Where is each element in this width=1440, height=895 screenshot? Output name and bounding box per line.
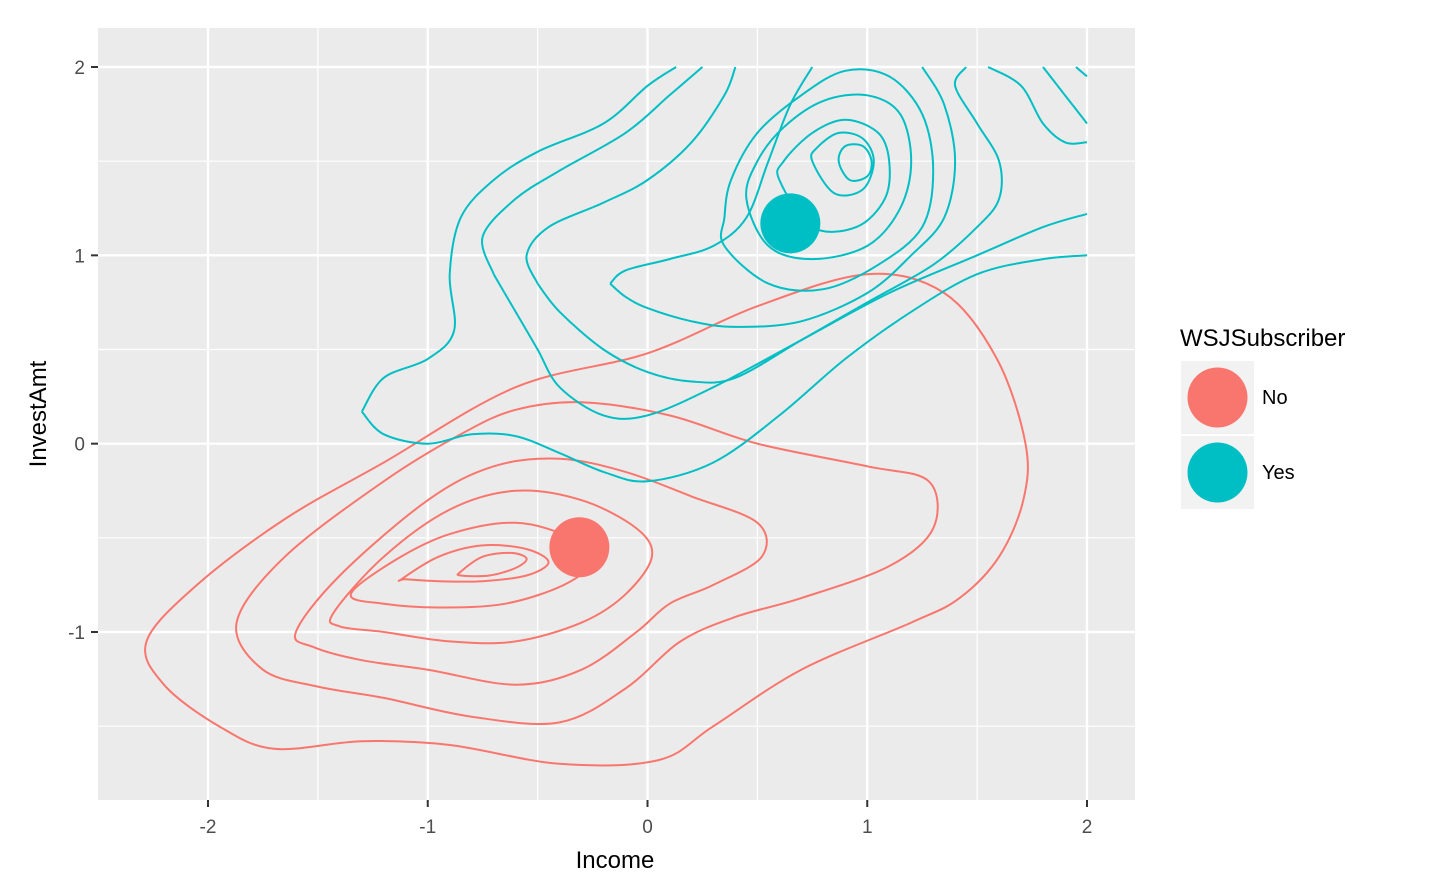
contour-line bbox=[837, 143, 873, 182]
contour-line bbox=[609, 66, 814, 285]
contour-layer bbox=[144, 66, 1088, 767]
x-tick-label: 2 bbox=[1082, 817, 1093, 838]
contour-line bbox=[719, 68, 935, 292]
contour-line bbox=[481, 66, 704, 275]
plot-panel bbox=[98, 28, 1135, 800]
legend-label: No bbox=[1262, 387, 1288, 409]
contour-line bbox=[1042, 66, 1088, 125]
y-tick-label: 1 bbox=[74, 246, 85, 267]
y-tick-label: 0 bbox=[74, 435, 85, 456]
x-axis-label: Income bbox=[576, 847, 655, 874]
legend-swatch bbox=[1187, 367, 1248, 428]
contour-line bbox=[360, 66, 677, 413]
contour-line bbox=[235, 401, 939, 726]
contour-line bbox=[776, 118, 891, 233]
center-points bbox=[549, 193, 821, 578]
contour-line bbox=[987, 66, 1088, 145]
y-axis: -1 0 1 2 bbox=[68, 58, 98, 644]
legend-item-yes: Yes bbox=[1181, 436, 1295, 509]
y-tick-label: 2 bbox=[74, 58, 85, 79]
contour-line bbox=[397, 544, 550, 583]
contour-line bbox=[536, 66, 1003, 384]
legend-swatch bbox=[1187, 442, 1248, 503]
legend: WSJSubscriber No Yes bbox=[1180, 325, 1345, 509]
x-tick-label: 1 bbox=[862, 817, 873, 838]
x-tick-label: 0 bbox=[642, 817, 653, 838]
contour-line bbox=[328, 489, 654, 645]
y-tick-label: -1 bbox=[68, 623, 85, 644]
contour-line bbox=[525, 66, 737, 285]
major-grid bbox=[98, 28, 1135, 800]
legend-item-no: No bbox=[1181, 361, 1288, 434]
contour-line bbox=[144, 272, 1029, 767]
y-axis-label: InvestAmt bbox=[25, 360, 52, 467]
x-tick-label: -2 bbox=[200, 817, 217, 838]
contour-line bbox=[456, 551, 528, 578]
center-point-no bbox=[549, 517, 610, 578]
contour-line bbox=[745, 93, 913, 261]
contour-line bbox=[609, 66, 957, 328]
series-yes-contours bbox=[360, 66, 1088, 483]
contour-line bbox=[492, 212, 1088, 420]
contour-line bbox=[1075, 66, 1088, 78]
legend-label: Yes bbox=[1262, 462, 1295, 484]
contour-line bbox=[810, 131, 875, 197]
contour-line bbox=[293, 457, 768, 686]
minor-grid bbox=[98, 28, 1135, 800]
x-axis: -2 -1 0 1 2 bbox=[200, 800, 1093, 838]
contour-line bbox=[361, 254, 1088, 483]
center-point-yes bbox=[760, 193, 821, 254]
x-tick-label: -1 bbox=[419, 817, 436, 838]
legend-title: WSJSubscriber bbox=[1180, 325, 1345, 352]
